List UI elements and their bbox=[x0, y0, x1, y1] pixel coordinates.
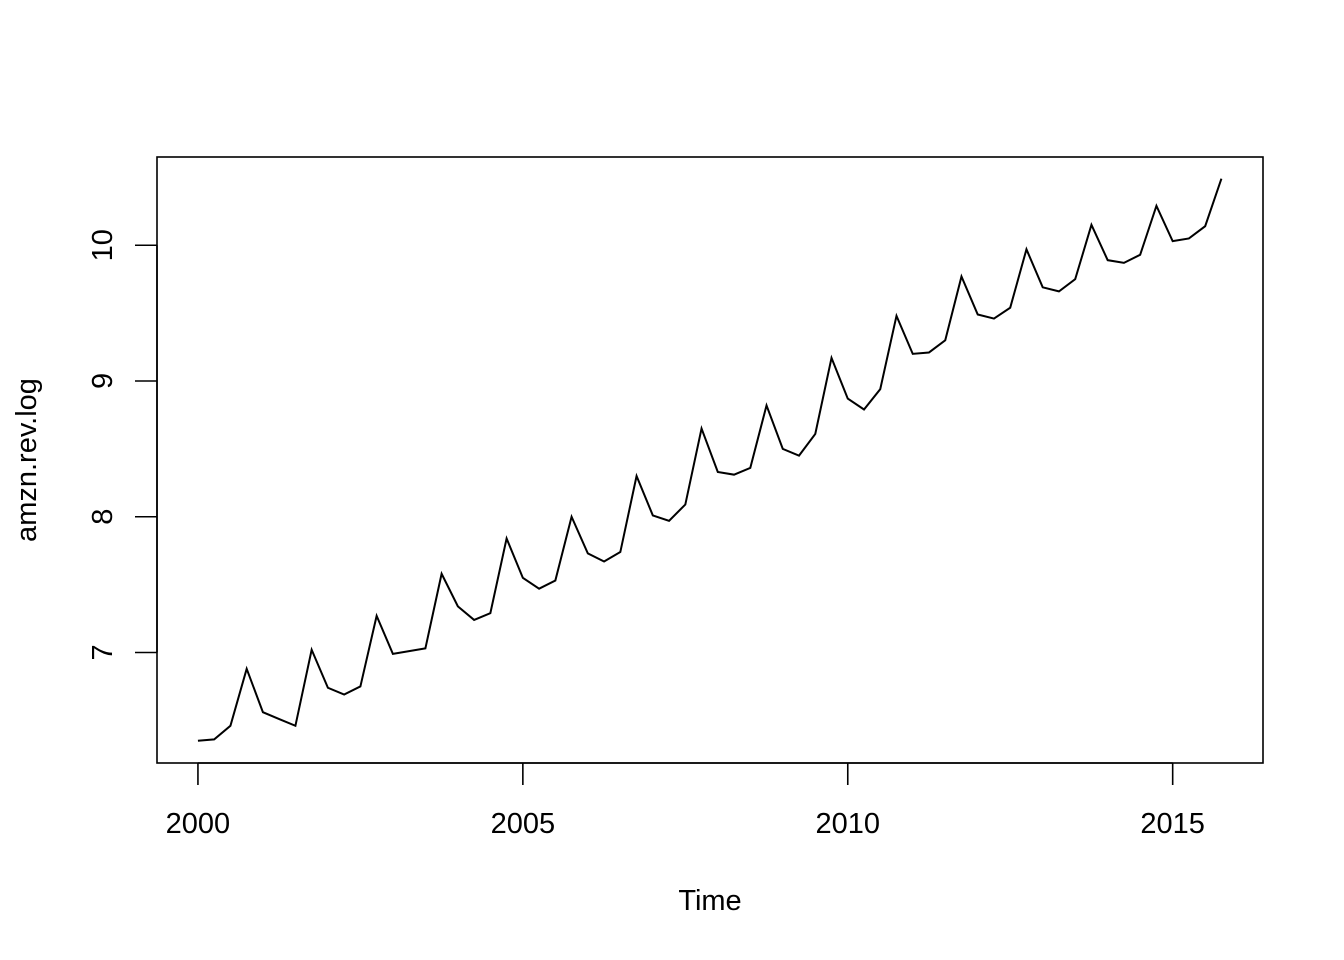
data-point bbox=[408, 650, 410, 652]
data-point bbox=[960, 275, 962, 277]
data-point bbox=[554, 580, 556, 582]
data-point bbox=[619, 551, 621, 553]
data-point bbox=[944, 339, 946, 341]
y-tick-label: 10 bbox=[87, 229, 119, 261]
series-layer bbox=[197, 178, 1223, 742]
x-tick-label: 2005 bbox=[491, 808, 556, 840]
data-point bbox=[636, 475, 638, 477]
data-point bbox=[1107, 259, 1109, 261]
data-point bbox=[977, 313, 979, 315]
data-point bbox=[1074, 278, 1076, 280]
y-tick-label: 9 bbox=[87, 373, 119, 389]
data-point bbox=[197, 740, 199, 742]
data-point bbox=[1042, 286, 1044, 288]
data-point bbox=[1009, 307, 1011, 309]
data-point bbox=[327, 687, 329, 689]
data-point bbox=[311, 649, 313, 651]
data-point bbox=[1172, 240, 1174, 242]
data-point bbox=[359, 685, 361, 687]
data-point bbox=[749, 467, 751, 469]
data-point bbox=[538, 588, 540, 590]
y-axis-title: amzn.rev.log bbox=[11, 378, 43, 542]
data-point bbox=[587, 552, 589, 554]
data-point bbox=[1204, 225, 1206, 227]
x-axis: 2000 2005 2010 2015 bbox=[166, 762, 1205, 840]
data-point bbox=[522, 577, 524, 579]
data-point bbox=[652, 514, 654, 516]
data-point bbox=[701, 428, 703, 430]
data-point bbox=[782, 448, 784, 450]
y-tick-label: 8 bbox=[87, 509, 119, 525]
data-point bbox=[1220, 178, 1222, 180]
data-point bbox=[993, 318, 995, 320]
data-point bbox=[603, 561, 605, 563]
data-point bbox=[814, 433, 816, 435]
data-point bbox=[912, 353, 914, 355]
data-point bbox=[847, 398, 849, 400]
data-point bbox=[392, 653, 394, 655]
data-point bbox=[766, 404, 768, 406]
data-point bbox=[571, 516, 573, 518]
data-point bbox=[1188, 237, 1190, 239]
data-point bbox=[1123, 262, 1125, 264]
data-point bbox=[896, 315, 898, 317]
x-tick-label: 2015 bbox=[1140, 808, 1205, 840]
data-point bbox=[928, 351, 930, 353]
data-point bbox=[376, 615, 378, 617]
plot-frame bbox=[156, 156, 1264, 764]
data-point bbox=[733, 474, 735, 476]
data-point bbox=[1025, 248, 1027, 250]
data-point bbox=[668, 520, 670, 522]
data-point bbox=[473, 619, 475, 621]
x-tick-label: 2000 bbox=[166, 808, 231, 840]
data-point bbox=[246, 668, 248, 670]
data-point bbox=[506, 537, 508, 539]
data-point bbox=[294, 725, 296, 727]
data-point bbox=[424, 647, 426, 649]
data-point bbox=[262, 711, 264, 713]
data-point bbox=[489, 612, 491, 614]
data-point bbox=[831, 357, 833, 359]
data-point bbox=[1058, 290, 1060, 292]
data-point bbox=[343, 694, 345, 696]
series-line bbox=[197, 178, 1223, 742]
data-point bbox=[1139, 254, 1141, 256]
data-point bbox=[863, 409, 865, 411]
data-point bbox=[441, 573, 443, 575]
data-point bbox=[457, 605, 459, 607]
data-point bbox=[684, 504, 686, 506]
data-point bbox=[278, 718, 280, 720]
data-point bbox=[879, 388, 881, 390]
x-tick-label: 2010 bbox=[816, 808, 881, 840]
data-point bbox=[798, 455, 800, 457]
data-point bbox=[717, 471, 719, 473]
data-point bbox=[213, 738, 215, 740]
data-point bbox=[229, 725, 231, 727]
y-tick-label: 7 bbox=[87, 644, 119, 660]
data-point bbox=[1155, 205, 1157, 207]
y-axis: 7 8 9 10 bbox=[87, 229, 158, 661]
data-point bbox=[1090, 224, 1092, 226]
x-axis-title: Time bbox=[678, 885, 741, 917]
